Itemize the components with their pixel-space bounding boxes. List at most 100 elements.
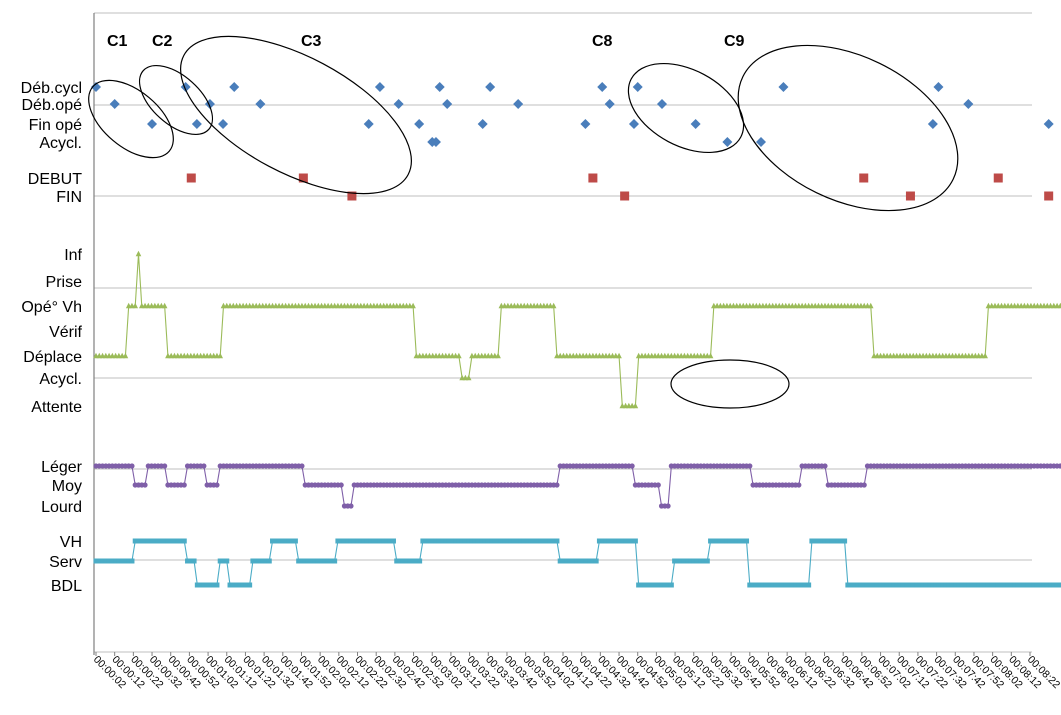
data-point-support: [436, 538, 442, 544]
category-label-vh: VH: [60, 534, 82, 551]
data-point-support: [920, 582, 926, 588]
category-label-deb-ope: Déb.opé: [22, 97, 83, 114]
category-label-fin-ope: Fin opé: [29, 117, 82, 134]
data-point-support: [132, 538, 138, 544]
data-point-operation: [495, 352, 501, 359]
data-point-cycle: [109, 99, 120, 109]
category-label-inf: Inf: [64, 247, 82, 264]
data-point-support: [508, 538, 514, 544]
data-point-cycle: [756, 137, 767, 147]
data-point-effort: [861, 482, 867, 488]
data-point-support: [220, 558, 226, 564]
data-point-cycle: [191, 119, 202, 129]
data-point-support: [175, 538, 181, 544]
data-point-support: [744, 538, 750, 544]
data-point-cycle: [597, 82, 608, 92]
data-point-support: [721, 538, 727, 544]
data-point-support: [534, 538, 540, 544]
data-point-operation: [982, 352, 988, 359]
data-point-support: [472, 538, 478, 544]
cycle-ellipse: [627, 62, 745, 154]
category-label-ope-vh: Opé° Vh: [21, 299, 82, 316]
data-point-support: [878, 582, 884, 588]
data-point-support: [560, 558, 566, 564]
data-point-support: [953, 582, 959, 588]
data-point-support: [279, 538, 285, 544]
data-point-support: [652, 582, 658, 588]
data-point-cycle: [657, 99, 668, 109]
data-point-support: [224, 558, 230, 564]
data-point-support: [747, 582, 753, 588]
data-point-support: [704, 558, 710, 564]
data-point-operation: [616, 352, 622, 359]
data-point-support: [139, 538, 145, 544]
data-point-support: [217, 558, 223, 564]
data-point-support: [456, 538, 462, 544]
cycle-ellipses: [88, 35, 959, 409]
data-point-support: [1048, 582, 1054, 588]
data-point-support: [694, 558, 700, 564]
data-point-support: [940, 582, 946, 588]
category-label-lourd: Lourd: [41, 499, 82, 516]
data-point-support: [492, 538, 498, 544]
data-point-support: [345, 538, 351, 544]
data-point-support: [332, 558, 338, 564]
data-point-support: [256, 558, 262, 564]
data-point-support: [985, 582, 991, 588]
data-point-support: [374, 538, 380, 544]
data-point-support: [1041, 582, 1047, 588]
data-point-support: [142, 538, 148, 544]
data-point-cycle: [580, 119, 591, 129]
data-point-support: [286, 538, 292, 544]
data-point-support: [475, 538, 481, 544]
category-label-debut: DEBUT: [28, 171, 82, 188]
data-point-cycle: [604, 99, 615, 109]
data-point-support: [119, 558, 125, 564]
data-point-support: [384, 538, 390, 544]
data-point-support: [737, 538, 743, 544]
data-point-cycle: [374, 82, 385, 92]
data-point-support: [894, 582, 900, 588]
data-point-support: [1028, 582, 1034, 588]
data-point-support: [364, 538, 370, 544]
data-point-support: [135, 538, 141, 544]
data-point-support: [900, 582, 906, 588]
data-point-support: [750, 582, 756, 588]
data-point-operation: [1057, 302, 1061, 309]
data-point-support: [171, 538, 177, 544]
data-point-support: [1044, 582, 1050, 588]
data-point-cycle: [933, 82, 944, 92]
data-point-support: [162, 538, 168, 544]
data-point-support: [1031, 582, 1037, 588]
data-point-support: [884, 582, 890, 588]
data-point-effort: [162, 463, 168, 469]
data-point-support: [1051, 582, 1057, 588]
data-point-support: [358, 538, 364, 544]
data-point-support: [440, 538, 446, 544]
data-point-support: [685, 558, 691, 564]
data-point-support: [191, 558, 197, 564]
data-point-support: [253, 558, 259, 564]
cycle-label-c9: C9: [724, 33, 745, 50]
category-label-fin: FIN: [56, 189, 82, 206]
data-point-support: [93, 558, 99, 564]
data-point-cycle: [255, 99, 266, 109]
data-point-support: [649, 582, 655, 588]
data-point-support: [868, 582, 874, 588]
data-point-cycle: [363, 119, 374, 129]
data-point-support: [763, 582, 769, 588]
data-point-support: [610, 538, 616, 544]
data-point-support: [531, 538, 537, 544]
data-point-support: [861, 582, 867, 588]
data-point-support: [999, 582, 1005, 588]
data-point-support: [348, 538, 354, 544]
data-point-support: [917, 582, 923, 588]
data-point-support: [446, 538, 452, 544]
data-point-support: [145, 538, 151, 544]
data-point-support: [989, 582, 995, 588]
data-point-support: [263, 558, 269, 564]
data-point-support: [1038, 582, 1044, 588]
data-point-support: [773, 582, 779, 588]
gridlines: [94, 12, 1032, 653]
